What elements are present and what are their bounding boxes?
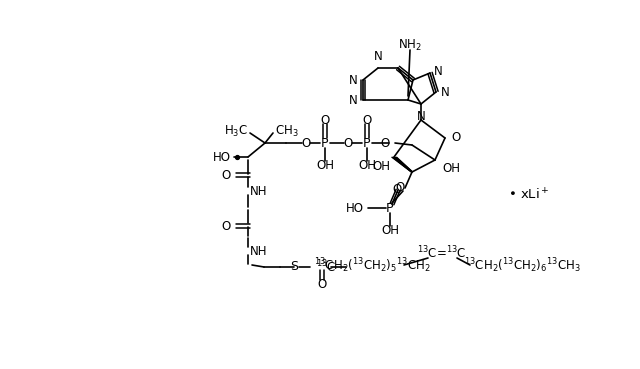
Text: N: N — [349, 93, 358, 107]
Text: N: N — [441, 86, 450, 99]
Text: O: O — [321, 114, 330, 127]
Text: N: N — [434, 65, 443, 77]
Text: O: O — [381, 137, 390, 149]
Text: OH: OH — [381, 224, 399, 237]
Text: CH$_3$: CH$_3$ — [275, 124, 299, 138]
Text: O: O — [344, 137, 353, 149]
Text: HO: HO — [213, 151, 231, 163]
Text: O: O — [221, 169, 231, 182]
Text: NH$_2$: NH$_2$ — [398, 37, 422, 52]
Text: OH: OH — [442, 162, 460, 175]
Text: OH: OH — [372, 159, 390, 172]
Text: N: N — [374, 50, 382, 63]
Text: HO: HO — [346, 201, 364, 214]
Text: OH: OH — [316, 159, 334, 172]
Text: NH: NH — [250, 245, 268, 258]
Text: O: O — [301, 137, 310, 149]
Text: N: N — [417, 110, 426, 123]
Text: O: O — [451, 131, 460, 144]
Text: N: N — [349, 73, 358, 86]
Text: S: S — [290, 259, 298, 272]
Text: O: O — [396, 180, 404, 193]
Text: P: P — [364, 137, 371, 149]
Text: O: O — [317, 279, 326, 292]
Text: O: O — [393, 183, 402, 196]
Text: O: O — [221, 220, 231, 232]
Text: $^{13}$CH$_2$($^{13}$CH$_2$)$_5$$^{13}$CH$_2$: $^{13}$CH$_2$($^{13}$CH$_2$)$_5$$^{13}$C… — [314, 257, 430, 275]
Text: $^{13}$C: $^{13}$C — [316, 259, 337, 275]
Text: NH: NH — [250, 184, 268, 197]
Text: P: P — [321, 137, 329, 149]
Text: $^{13}$CH$_2$($^{13}$CH$_2$)$_6$$^{13}$CH$_3$: $^{13}$CH$_2$($^{13}$CH$_2$)$_6$$^{13}$C… — [463, 257, 580, 275]
Text: • xLi$^+$: • xLi$^+$ — [508, 187, 550, 203]
Text: H$_3$C: H$_3$C — [224, 124, 248, 138]
Text: $^{13}$C=$^{13}$C: $^{13}$C=$^{13}$C — [417, 245, 467, 261]
Text: OH: OH — [358, 159, 376, 172]
Text: P: P — [387, 201, 394, 214]
Text: O: O — [362, 114, 372, 127]
